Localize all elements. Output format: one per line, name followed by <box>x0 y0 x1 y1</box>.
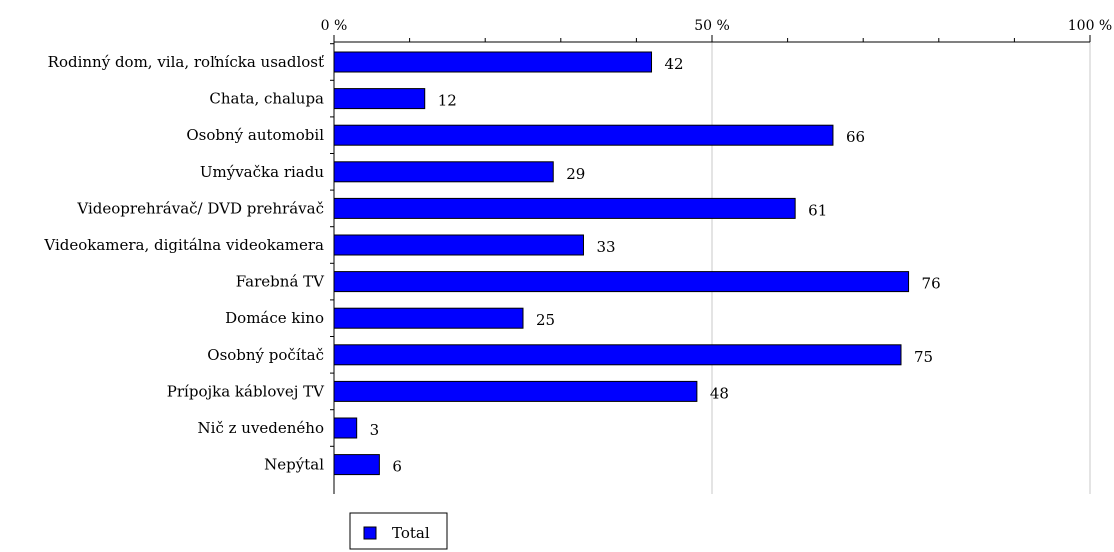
data-label: 75 <box>914 348 933 366</box>
legend-label: Total <box>392 524 430 542</box>
bar <box>333 454 380 476</box>
category-label: Osobný počítač <box>207 346 324 364</box>
legend: Total <box>349 512 448 550</box>
category-label: Prípojka káblovej TV <box>167 382 325 400</box>
data-label: 61 <box>808 201 827 219</box>
data-label: 12 <box>438 92 457 110</box>
x-tick-label: 50 % <box>694 18 730 34</box>
category-label: Chata, chalupa <box>209 90 324 108</box>
data-label: 76 <box>922 275 941 293</box>
bars <box>333 51 910 476</box>
category-label: Farebná TV <box>236 273 325 291</box>
category-label: Rodinný dom, vila, roľnícka usadlosť <box>48 53 324 71</box>
legend-swatch <box>363 526 377 540</box>
bar <box>333 161 554 183</box>
labels: 0 % 50 % 100 % Rodinný dom, vila, roľnícka … <box>43 18 1112 476</box>
category-label: Videoprehrávač/ DVD prehrávač <box>76 199 324 217</box>
bar <box>333 51 653 73</box>
bar <box>333 124 834 146</box>
bar <box>333 344 902 366</box>
bar <box>333 271 910 293</box>
category-label: Videokamera, digitálna videokamera <box>43 236 324 254</box>
data-label: 29 <box>566 165 585 183</box>
grid-lines <box>711 42 1091 494</box>
x-tick-label: 100 % <box>1068 18 1112 34</box>
data-label: 25 <box>536 311 555 329</box>
data-label: 6 <box>392 458 402 476</box>
bar <box>333 88 426 110</box>
category-label: Domáce kino <box>225 309 324 327</box>
bar <box>333 380 698 402</box>
data-label: 42 <box>665 55 684 73</box>
bar <box>333 234 584 256</box>
category-label: Umývačka riadu <box>200 163 324 181</box>
bar <box>333 417 358 439</box>
category-label: Nepýtal <box>264 456 324 474</box>
bar <box>333 197 796 219</box>
category-label: Nič z uvedeného <box>198 419 324 437</box>
category-label: Osobný automobil <box>186 126 324 144</box>
x-tick-label: 0 % <box>321 18 348 34</box>
data-label: 66 <box>846 128 865 146</box>
bar <box>333 307 524 329</box>
data-label: 33 <box>596 238 615 256</box>
data-label: 3 <box>370 421 380 439</box>
data-label: 48 <box>710 384 729 402</box>
